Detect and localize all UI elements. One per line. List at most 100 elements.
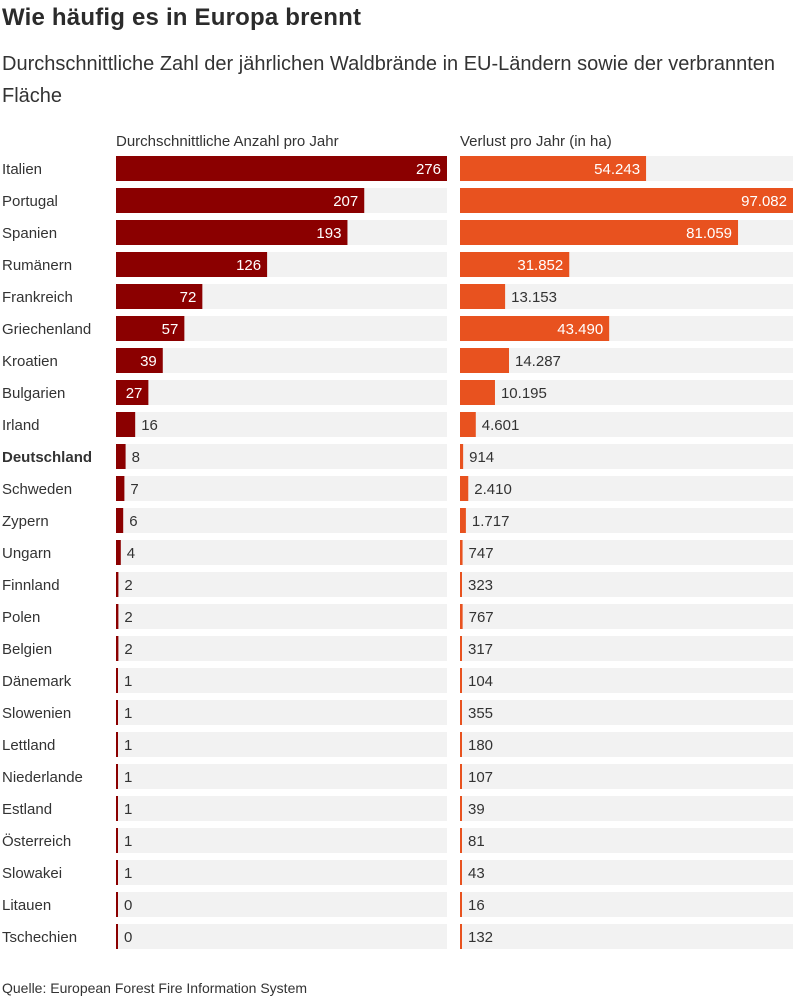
count-bar bbox=[116, 316, 185, 341]
count-bar bbox=[116, 604, 119, 629]
area-value-label: 43.490 bbox=[557, 321, 603, 338]
area-bar bbox=[460, 412, 476, 437]
area-value-label: 39 bbox=[468, 801, 485, 818]
category-label: Slowakei bbox=[2, 865, 62, 882]
count-bar bbox=[116, 860, 118, 885]
area-track bbox=[460, 732, 793, 757]
category-label: Österreich bbox=[2, 832, 71, 850]
area-value-label: 132 bbox=[468, 929, 493, 946]
area-bar bbox=[460, 380, 495, 405]
category-label: Belgien bbox=[2, 641, 52, 658]
category-label: Irland bbox=[2, 417, 40, 434]
count-value-label: 276 bbox=[416, 161, 441, 178]
area-track bbox=[460, 284, 793, 309]
category-label: Zypern bbox=[2, 513, 49, 530]
category-label: Lettland bbox=[2, 737, 55, 754]
area-bar bbox=[460, 316, 610, 341]
area-bar bbox=[460, 636, 462, 661]
area-value-label: 31.852 bbox=[517, 257, 563, 274]
category-label: Bulgarien bbox=[2, 385, 65, 402]
area-value-label: 2.410 bbox=[474, 481, 512, 498]
count-track bbox=[116, 924, 447, 949]
count-track bbox=[116, 604, 447, 629]
count-bar bbox=[116, 380, 149, 405]
count-value-label: 1 bbox=[124, 737, 132, 754]
area-track bbox=[460, 348, 793, 373]
area-track bbox=[460, 604, 793, 629]
category-label: Litauen bbox=[2, 897, 51, 914]
count-bar bbox=[116, 284, 203, 309]
count-track bbox=[116, 892, 447, 917]
count-bar bbox=[116, 668, 118, 693]
area-value-label: 1.717 bbox=[472, 513, 510, 530]
count-bar bbox=[116, 412, 136, 437]
count-value-label: 16 bbox=[141, 417, 158, 434]
category-label: Estland bbox=[2, 801, 52, 818]
count-bar bbox=[116, 796, 118, 821]
category-label: Tschechien bbox=[2, 929, 77, 946]
count-bar bbox=[116, 156, 447, 181]
count-value-label: 0 bbox=[124, 929, 132, 946]
area-value-label: 4.601 bbox=[482, 417, 520, 434]
area-track bbox=[460, 924, 793, 949]
category-label: Finnland bbox=[2, 577, 60, 594]
area-track bbox=[460, 540, 793, 565]
area-bar bbox=[460, 252, 570, 277]
area-bar bbox=[460, 732, 462, 757]
area-track bbox=[460, 476, 793, 501]
count-value-label: 2 bbox=[124, 641, 132, 658]
area-bar bbox=[460, 156, 647, 181]
area-bar bbox=[460, 188, 793, 213]
count-track bbox=[116, 796, 447, 821]
area-bar bbox=[460, 476, 469, 501]
chart-subtitle: Durchschnittliche Zahl der jährlichen Wa… bbox=[2, 53, 775, 107]
area-value-label: 54.243 bbox=[594, 161, 640, 178]
area-track bbox=[460, 860, 793, 885]
count-bar bbox=[116, 444, 126, 469]
area-bar bbox=[460, 508, 466, 533]
category-label: Griechenland bbox=[2, 321, 91, 338]
category-label: Slowenien bbox=[2, 705, 71, 722]
area-value-label: 81.059 bbox=[686, 225, 732, 242]
category-label: Kroatien bbox=[2, 353, 58, 370]
area-value-label: 10.195 bbox=[501, 385, 547, 402]
area-value-label: 43 bbox=[468, 865, 485, 882]
area-bar bbox=[460, 540, 463, 565]
count-bar bbox=[116, 476, 125, 501]
count-value-label: 8 bbox=[132, 449, 140, 466]
area-bar bbox=[460, 828, 462, 853]
count-value-label: 193 bbox=[316, 225, 341, 242]
count-bar bbox=[116, 828, 118, 853]
count-bar bbox=[116, 764, 118, 789]
count-track bbox=[116, 636, 447, 661]
category-label: Ungarn bbox=[2, 545, 51, 562]
category-label: Rumänern bbox=[2, 257, 72, 274]
count-bar bbox=[116, 732, 118, 757]
count-value-label: 1 bbox=[124, 705, 132, 722]
area-bar bbox=[460, 284, 506, 309]
area-bar bbox=[460, 572, 462, 597]
source-note: Quelle: European Forest Fire Information… bbox=[2, 980, 308, 996]
count-bar bbox=[116, 700, 118, 725]
area-value-label: 747 bbox=[469, 545, 494, 562]
area-bar bbox=[460, 700, 462, 725]
category-label: Niederlande bbox=[2, 769, 83, 786]
count-bar bbox=[116, 348, 163, 373]
area-track bbox=[460, 636, 793, 661]
category-label: Italien bbox=[2, 161, 42, 178]
count-track bbox=[116, 860, 447, 885]
area-bar bbox=[460, 796, 462, 821]
count-value-label: 72 bbox=[180, 289, 197, 306]
area-bar bbox=[460, 892, 462, 917]
area-bar bbox=[460, 604, 463, 629]
area-track bbox=[460, 508, 793, 533]
count-value-label: 4 bbox=[127, 545, 135, 562]
area-bar bbox=[460, 860, 462, 885]
area-value-label: 16 bbox=[468, 897, 485, 914]
area-value-label: 14.287 bbox=[515, 353, 561, 370]
count-value-label: 27 bbox=[126, 385, 143, 402]
count-track bbox=[116, 380, 447, 405]
area-value-label: 13.153 bbox=[511, 289, 557, 306]
count-bar bbox=[116, 636, 119, 661]
